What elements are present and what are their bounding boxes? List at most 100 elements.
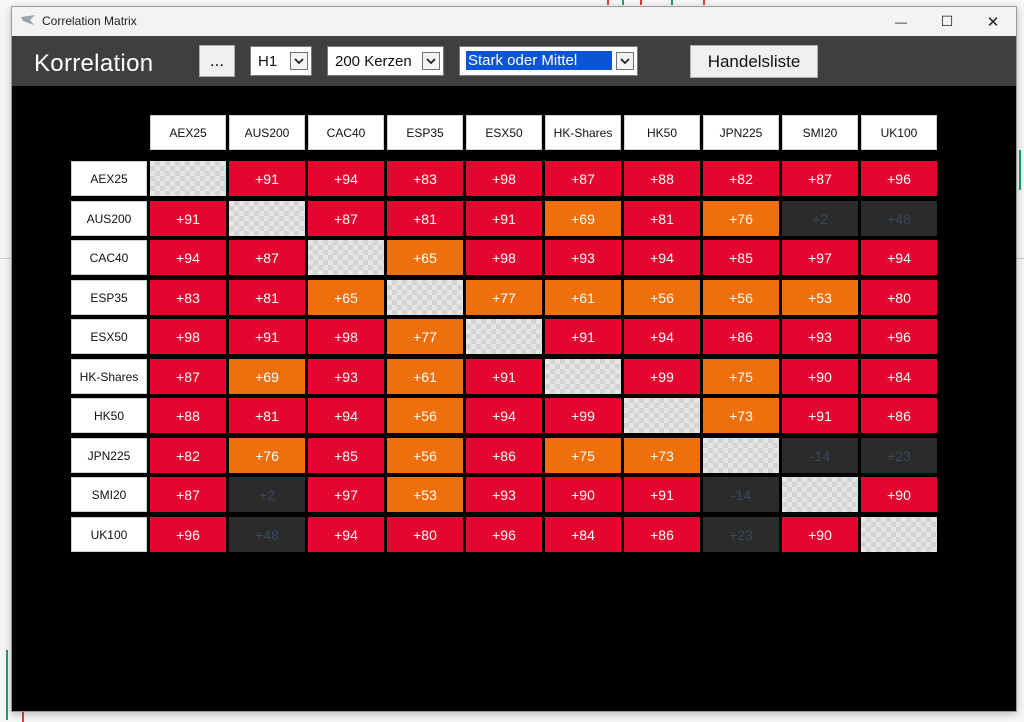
more-options-button[interactable]: ... — [199, 45, 235, 77]
correlation-cell[interactable]: +91 — [229, 319, 305, 354]
correlation-cell[interactable]: +69 — [545, 201, 621, 236]
correlation-cell[interactable]: +90 — [782, 359, 858, 394]
correlation-cell[interactable]: +69 — [229, 359, 305, 394]
correlation-cell[interactable]: +98 — [466, 240, 542, 275]
correlation-cell[interactable]: +84 — [861, 359, 937, 394]
correlation-cell[interactable]: +96 — [466, 517, 542, 552]
correlation-cell[interactable]: +81 — [229, 398, 305, 433]
correlation-cell[interactable]: +83 — [387, 161, 463, 196]
correlation-cell[interactable]: +91 — [545, 319, 621, 354]
correlation-cell[interactable]: +80 — [861, 280, 937, 315]
correlation-cell[interactable]: +97 — [308, 477, 384, 512]
correlation-cell[interactable]: +81 — [387, 201, 463, 236]
correlation-cell[interactable]: +2 — [782, 201, 858, 236]
correlation-cell[interactable]: +81 — [229, 280, 305, 315]
correlation-cell[interactable]: +23 — [861, 438, 937, 473]
correlation-cell[interactable]: +87 — [782, 161, 858, 196]
correlation-cell[interactable]: +48 — [229, 517, 305, 552]
correlation-cell[interactable]: +65 — [387, 240, 463, 275]
correlation-cell[interactable]: +83 — [150, 280, 226, 315]
correlation-cell[interactable]: +91 — [782, 398, 858, 433]
correlation-cell[interactable]: +73 — [703, 398, 779, 433]
trade-list-button[interactable]: Handelsliste — [690, 45, 818, 78]
correlation-cell[interactable]: +94 — [308, 517, 384, 552]
correlation-cell[interactable]: +2 — [229, 477, 305, 512]
correlation-cell[interactable]: +88 — [624, 161, 700, 196]
correlation-cell[interactable]: +96 — [861, 161, 937, 196]
correlation-cell[interactable]: +88 — [150, 398, 226, 433]
correlation-cell[interactable]: +91 — [466, 201, 542, 236]
close-button[interactable]: ✕ — [970, 7, 1016, 36]
correlation-cell[interactable]: +94 — [624, 319, 700, 354]
title-bar[interactable]: Correlation Matrix — ☐ ✕ — [12, 7, 1016, 36]
correlation-cell[interactable]: +76 — [703, 201, 779, 236]
correlation-cell[interactable]: +75 — [545, 438, 621, 473]
correlation-cell[interactable]: +99 — [624, 359, 700, 394]
correlation-cell[interactable]: +90 — [861, 477, 937, 512]
strength-filter-select[interactable]: Stark oder Mittel — [459, 46, 638, 76]
correlation-cell[interactable]: +86 — [624, 517, 700, 552]
correlation-cell[interactable]: +96 — [861, 319, 937, 354]
correlation-cell[interactable]: +91 — [624, 477, 700, 512]
correlation-cell[interactable]: +61 — [387, 359, 463, 394]
correlation-cell[interactable]: +86 — [466, 438, 542, 473]
chevron-down-icon[interactable] — [290, 52, 308, 70]
chevron-down-icon[interactable] — [422, 52, 440, 70]
correlation-cell[interactable]: +82 — [150, 438, 226, 473]
correlation-cell[interactable]: +84 — [545, 517, 621, 552]
correlation-cell[interactable]: +87 — [229, 240, 305, 275]
correlation-cell[interactable]: +87 — [150, 477, 226, 512]
correlation-cell[interactable]: +94 — [861, 240, 937, 275]
correlation-cell[interactable]: +87 — [150, 359, 226, 394]
candles-select[interactable]: 200 Kerzen — [327, 46, 444, 76]
maximize-button[interactable]: ☐ — [924, 7, 970, 36]
correlation-cell[interactable]: +98 — [466, 161, 542, 196]
correlation-cell[interactable]: +91 — [229, 161, 305, 196]
correlation-cell[interactable]: +94 — [308, 161, 384, 196]
minimize-button[interactable]: — — [878, 7, 924, 36]
correlation-cell[interactable]: +86 — [861, 398, 937, 433]
correlation-cell[interactable]: +82 — [703, 161, 779, 196]
correlation-cell[interactable]: +85 — [703, 240, 779, 275]
correlation-cell[interactable]: -14 — [703, 477, 779, 512]
correlation-cell[interactable]: +94 — [308, 398, 384, 433]
correlation-cell[interactable]: +94 — [466, 398, 542, 433]
correlation-cell[interactable]: +96 — [150, 517, 226, 552]
correlation-cell[interactable]: +85 — [308, 438, 384, 473]
correlation-cell[interactable]: +98 — [150, 319, 226, 354]
correlation-cell[interactable]: +75 — [703, 359, 779, 394]
correlation-cell[interactable]: +94 — [624, 240, 700, 275]
correlation-cell[interactable]: +56 — [387, 398, 463, 433]
correlation-cell[interactable]: +23 — [703, 517, 779, 552]
correlation-cell[interactable]: +61 — [545, 280, 621, 315]
correlation-cell[interactable]: +48 — [861, 201, 937, 236]
correlation-cell[interactable]: +97 — [782, 240, 858, 275]
correlation-cell[interactable]: +81 — [624, 201, 700, 236]
correlation-cell[interactable]: +80 — [387, 517, 463, 552]
correlation-cell[interactable]: +53 — [387, 477, 463, 512]
correlation-cell[interactable]: -14 — [782, 438, 858, 473]
correlation-cell[interactable]: +99 — [545, 398, 621, 433]
correlation-cell[interactable]: +77 — [466, 280, 542, 315]
correlation-cell[interactable]: +53 — [782, 280, 858, 315]
correlation-cell[interactable]: +56 — [387, 438, 463, 473]
correlation-cell[interactable]: +94 — [150, 240, 226, 275]
correlation-cell[interactable]: +93 — [545, 240, 621, 275]
chevron-down-icon[interactable] — [616, 52, 634, 70]
correlation-cell[interactable]: +93 — [308, 359, 384, 394]
correlation-cell[interactable]: +87 — [545, 161, 621, 196]
correlation-cell[interactable]: +91 — [150, 201, 226, 236]
correlation-cell[interactable]: +90 — [545, 477, 621, 512]
correlation-cell[interactable]: +73 — [624, 438, 700, 473]
timeframe-select[interactable]: H1 — [250, 46, 312, 76]
correlation-cell[interactable]: +93 — [782, 319, 858, 354]
correlation-cell[interactable]: +86 — [703, 319, 779, 354]
correlation-cell[interactable]: +76 — [229, 438, 305, 473]
correlation-cell[interactable]: +90 — [782, 517, 858, 552]
correlation-cell[interactable]: +77 — [387, 319, 463, 354]
correlation-cell[interactable]: +56 — [703, 280, 779, 315]
correlation-cell[interactable]: +56 — [624, 280, 700, 315]
correlation-cell[interactable]: +98 — [308, 319, 384, 354]
correlation-cell[interactable]: +65 — [308, 280, 384, 315]
correlation-cell[interactable]: +93 — [466, 477, 542, 512]
